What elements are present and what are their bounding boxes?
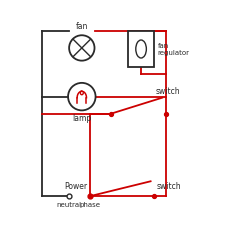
Text: fan: fan: [76, 22, 88, 32]
Text: switch: switch: [157, 182, 182, 191]
Text: Power: Power: [64, 182, 87, 191]
Text: neutral: neutral: [56, 202, 82, 208]
Text: fan
regulator: fan regulator: [158, 43, 190, 56]
Text: switch: switch: [156, 87, 180, 96]
Text: phase: phase: [80, 202, 101, 208]
Bar: [128, 31, 154, 67]
Text: lamp: lamp: [72, 114, 91, 123]
